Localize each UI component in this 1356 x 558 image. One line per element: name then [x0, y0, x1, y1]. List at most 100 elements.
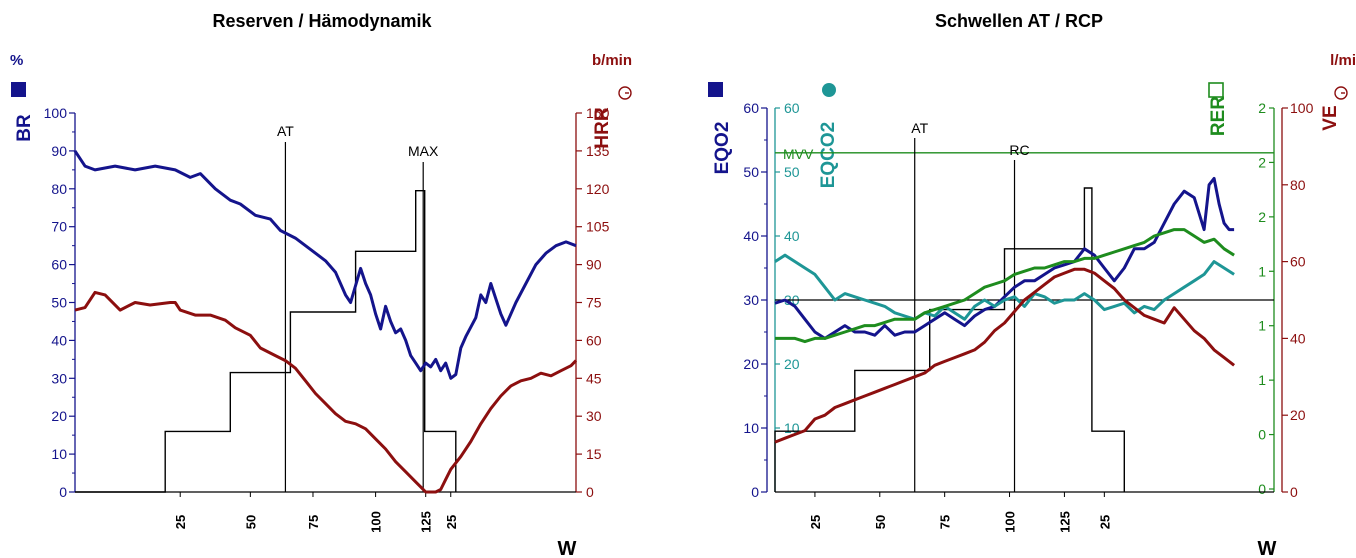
ve-axis-tick-label: 60	[1290, 254, 1306, 270]
x-axis-tick-label: 125	[419, 511, 434, 533]
ve-axis-label: VE	[1320, 105, 1341, 130]
chart-schwellen: Schwellen AT / RCP EQO2 EQCO2 RER l/mi V…	[708, 11, 1356, 558]
chart-title: Schwellen AT / RCP	[935, 11, 1103, 31]
series-line-ve	[774, 267, 1236, 444]
eqco2-axis-tick-label: 60	[784, 100, 800, 116]
eqo2-axis-tick-label: 50	[743, 164, 759, 180]
right-axis-tick-label: 15	[586, 446, 602, 462]
series-line-br	[73, 150, 577, 380]
rer-axis-tick-label: 1	[1258, 263, 1266, 279]
x-axis-tick-label: 25	[1097, 515, 1112, 529]
reference-line-label: MVV	[783, 146, 814, 162]
right-axis-label: HRR	[592, 107, 613, 148]
x-axis-label: W	[558, 538, 577, 558]
eqo2-axis-label: EQO2	[712, 122, 733, 175]
load-profile-line	[774, 187, 1126, 492]
right-axis-unit: b/min	[592, 52, 632, 69]
right-axis-tick-label: 150	[586, 105, 610, 121]
marker-label: AT	[277, 123, 294, 139]
filled-square-icon	[708, 82, 723, 97]
chart-title: Reserven / Hämodynamik	[212, 11, 432, 31]
right-axis-tick-label: 75	[586, 295, 602, 311]
left-axis-tick-label: 40	[51, 332, 67, 348]
rer-axis-tick-label: 0	[1258, 427, 1266, 443]
ve-axis-tick-label: 40	[1290, 330, 1306, 346]
x-axis-tick-label: 50	[873, 515, 888, 529]
eqo2-axis-tick-label: 0	[751, 484, 759, 500]
right-axis-tick-label: 45	[586, 370, 602, 386]
eqo2-axis-tick-label: 60	[743, 100, 759, 116]
chart-axes: 0102030405060102030405060001112220204060…	[743, 100, 1313, 533]
ve-axis-tick-label: 80	[1290, 177, 1306, 193]
chart-axes: 0 10 20 30 40 50 60 70 80 90 100 0 15 30 45 60 75 90 105 12…	[44, 105, 610, 533]
rer-axis-tick-label: 2	[1258, 209, 1266, 225]
load-profile-line	[75, 189, 457, 493]
eqo2-axis-tick-label: 40	[743, 228, 759, 244]
marker-label: RC	[1009, 142, 1029, 158]
x-axis-tick-label: 25	[444, 515, 459, 529]
ve-axis-unit: l/mi	[1330, 52, 1356, 69]
series-line-eqo2	[774, 176, 1235, 340]
chart-reserven: Reserven / Hämodynamik % BR b/min HRR 0 1…	[10, 11, 632, 558]
right-axis-tick-label: 30	[586, 408, 602, 424]
series-line-hrr	[74, 290, 578, 494]
left-axis-tick-label: 80	[51, 181, 67, 197]
x-axis-tick-label: 25	[808, 515, 823, 529]
right-axis-tick-label: 60	[586, 332, 602, 348]
right-axis-tick-label: 120	[586, 181, 610, 197]
load-profile	[774, 187, 1126, 492]
left-axis-tick-label: 60	[51, 257, 67, 273]
x-axis-tick-label: 25	[173, 515, 188, 529]
left-axis-label: BR	[14, 114, 35, 142]
rer-axis-tick-label: 0	[1258, 481, 1266, 497]
left-axis-tick-label: 90	[51, 143, 67, 159]
ve-axis-tick-label: 20	[1290, 407, 1306, 423]
eqo2-axis-tick-label: 30	[743, 292, 759, 308]
right-axis-tick-label: 135	[586, 143, 610, 159]
series-line-rer	[775, 228, 1235, 344]
left-axis-tick-label: 0	[59, 484, 67, 500]
eqco2-axis-tick-label: 10	[784, 420, 800, 436]
x-axis-tick-label: 50	[243, 515, 258, 529]
filled-circle-icon	[822, 83, 836, 97]
threshold-markers: AT RC	[911, 120, 1030, 492]
marker-label: AT	[911, 120, 928, 136]
left-axis-tick-label: 50	[51, 295, 67, 311]
left-axis-tick-label: 100	[44, 105, 68, 121]
left-axis-tick-label: 10	[51, 446, 67, 462]
right-axis-tick-label: 0	[586, 484, 594, 500]
load-profile	[75, 189, 457, 493]
right-axis-tick-label: 105	[586, 219, 610, 235]
x-axis-tick-label: 100	[1003, 511, 1018, 533]
eqco2-axis-tick-label: 50	[784, 164, 800, 180]
eqo2-axis-tick-label: 10	[743, 420, 759, 436]
x-axis-tick-label: 75	[938, 515, 953, 529]
x-axis-tick-label: 75	[306, 515, 321, 529]
marker-label: MAX	[408, 143, 439, 159]
ve-axis-tick-label: 100	[1290, 100, 1314, 116]
eqco2-axis-tick-label: 20	[784, 356, 800, 372]
open-square-icon	[1208, 82, 1224, 98]
x-axis-label: W	[1258, 538, 1277, 558]
left-axis-tick-label: 20	[51, 408, 67, 424]
eqco2-axis-tick-label: 40	[784, 228, 800, 244]
left-axis-tick-label: 70	[51, 219, 67, 235]
rer-axis-label: RER	[1208, 96, 1229, 136]
threshold-markers: AT MAX	[277, 123, 439, 492]
rer-axis-tick-label: 1	[1258, 318, 1266, 334]
chart-series	[73, 150, 578, 494]
stopwatch-icon	[618, 86, 632, 100]
rer-axis-tick-label: 2	[1258, 154, 1266, 170]
left-axis-tick-label: 30	[51, 370, 67, 386]
eqo2-axis-tick-label: 20	[743, 356, 759, 372]
x-axis-tick-label: 125	[1057, 511, 1072, 533]
x-axis-tick-label: 100	[369, 511, 384, 533]
left-axis-unit: %	[10, 52, 23, 69]
eqco2-axis-label: EQCO2	[818, 122, 839, 189]
ve-axis-tick-label: 0	[1290, 484, 1298, 500]
series-line-eqco2	[774, 253, 1235, 321]
stopwatch-icon	[1334, 86, 1348, 100]
filled-square-icon	[11, 82, 26, 97]
right-axis-tick-label: 90	[586, 257, 602, 273]
rer-axis-tick-label: 2	[1258, 100, 1266, 116]
